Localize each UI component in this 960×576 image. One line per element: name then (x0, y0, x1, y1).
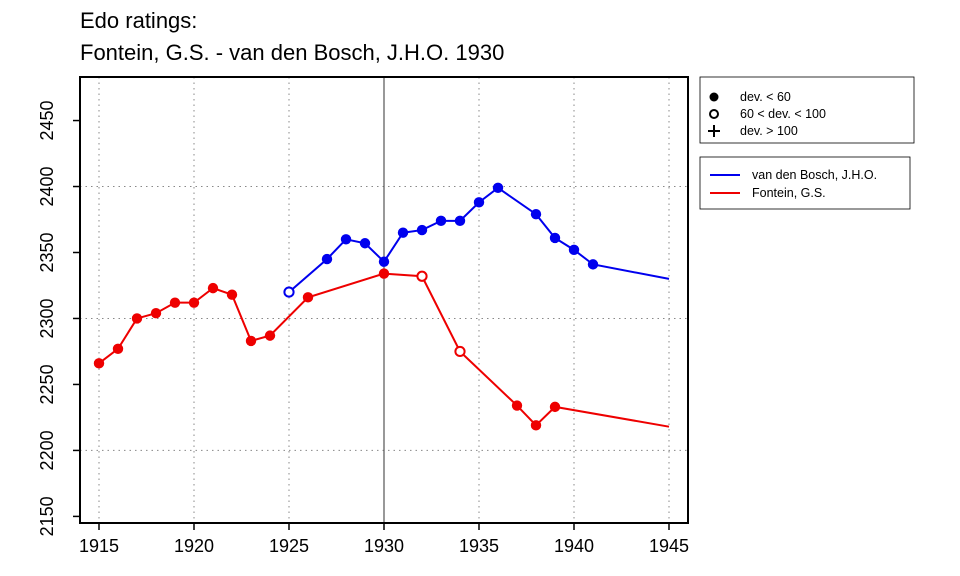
x-tick-label-1915: 1915 (79, 536, 119, 556)
data-point-fontein-1918 (150, 307, 162, 319)
y-tick-label-2350: 2350 (37, 232, 57, 272)
data-point-van-den-bosch-1936 (492, 182, 504, 194)
series-group (93, 182, 670, 431)
data-point-fontein-1922 (226, 289, 238, 300)
y-axis: 2150 2200 2250 2300 2350 2400 2450 (37, 101, 80, 536)
data-point-fontein-1926 (302, 292, 314, 303)
deviation-legend: dev. < 60 60 < dev. < 100 dev. > 100 (699, 76, 915, 144)
y-tick-label-2200: 2200 (37, 430, 57, 470)
series-line-van-den-bosch (288, 186, 670, 293)
data-point-van-den-bosch-1940 (568, 244, 580, 256)
x-tick-label-1935: 1935 (459, 536, 499, 556)
data-point-fontein-1921 (207, 282, 219, 294)
data-point-fontein-1938 (530, 420, 542, 431)
data-point-fontein-1932 (416, 270, 428, 282)
deviation-legend-box (699, 76, 915, 144)
y-tick-label-2300: 2300 (37, 298, 57, 338)
data-point-van-den-bosch-1932 (416, 224, 428, 236)
data-point-fontein-1924 (264, 330, 276, 341)
legend-label-fontein: Fontein, G.S. (752, 186, 826, 200)
data-point-fontein-1915 (93, 358, 105, 369)
y-tick-label-2150: 2150 (37, 496, 57, 536)
series-legend-box (699, 156, 911, 210)
data-point-van-den-bosch-1933 (435, 215, 447, 227)
y-tick-label-2450: 2450 (37, 101, 57, 141)
legend-dev-60-100: 60 < dev. < 100 (740, 107, 826, 121)
legend-dev-lt-60: dev. < 60 (740, 90, 791, 104)
chart-title-line-2: Fontein, G.S. - van den Bosch, J.H.O. 19… (80, 40, 505, 65)
data-point-van-den-bosch-1938 (530, 209, 542, 220)
data-point-fontein-1937 (511, 400, 523, 411)
data-point-van-den-bosch-1928 (340, 234, 352, 245)
data-point-van-den-bosch-1927 (321, 253, 333, 265)
data-point-fontein-1930 (378, 268, 390, 279)
y-tick-label-2250: 2250 (37, 364, 57, 404)
data-point-van-den-bosch-1929 (359, 238, 371, 249)
data-point-fontein-1939 (549, 401, 561, 413)
x-tick-label-1940: 1940 (554, 536, 594, 556)
data-point-van-den-bosch-1931 (397, 227, 409, 238)
data-point-fontein-1916 (112, 343, 124, 355)
series-legend: van den Bosch, J.H.O. Fontein, G.S. (699, 156, 911, 210)
x-tick-label-1925: 1925 (269, 536, 309, 556)
legend-open-circle-marker (709, 109, 719, 119)
legend-filled-circle-marker (709, 92, 719, 102)
data-point-van-den-bosch-1930 (378, 256, 390, 267)
data-point-van-den-bosch-1939 (549, 232, 561, 244)
x-tick-label-1930: 1930 (364, 536, 404, 556)
data-point-van-den-bosch-1934 (454, 215, 466, 227)
legend-label-van-den-bosch: van den Bosch, J.H.O. (752, 168, 877, 182)
y-tick-label-2400: 2400 (37, 166, 57, 206)
data-point-fontein-1917 (131, 313, 143, 324)
chart-title-line-1: Edo ratings: (80, 8, 198, 33)
data-point-van-den-bosch-1935 (473, 197, 485, 208)
data-point-van-den-bosch-1925 (283, 286, 295, 298)
data-point-fontein-1919 (169, 297, 181, 308)
legend-plus-marker (708, 125, 720, 137)
data-point-fontein-1923 (245, 335, 257, 347)
x-tick-label-1945: 1945 (649, 536, 689, 556)
x-axis: 1915 1920 1925 1930 1935 1940 1945 (79, 523, 689, 556)
data-point-fontein-1920 (188, 297, 200, 308)
data-point-fontein-1934 (454, 345, 466, 358)
data-point-van-den-bosch-1941 (587, 259, 599, 270)
legend-dev-gt-100: dev. > 100 (740, 124, 798, 138)
x-tick-label-1920: 1920 (174, 536, 214, 556)
